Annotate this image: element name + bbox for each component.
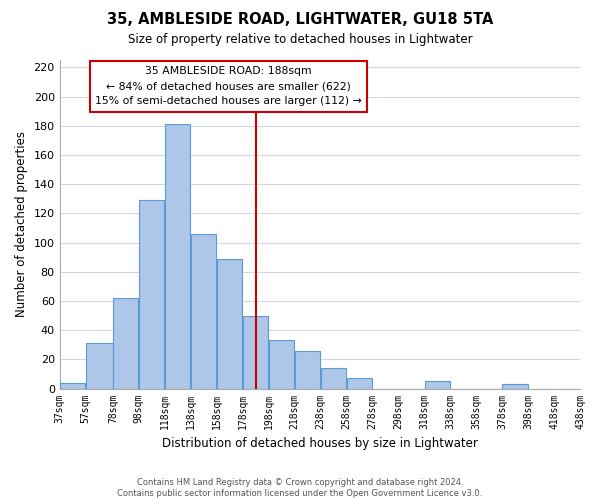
Y-axis label: Number of detached properties: Number of detached properties bbox=[15, 132, 28, 318]
Bar bbox=[60, 382, 85, 388]
Text: Size of property relative to detached houses in Lightwater: Size of property relative to detached ho… bbox=[128, 32, 472, 46]
Bar bbox=[191, 234, 217, 388]
Bar bbox=[217, 258, 242, 388]
Bar bbox=[139, 200, 164, 388]
Bar bbox=[321, 368, 346, 388]
Bar bbox=[165, 124, 190, 388]
Bar bbox=[269, 340, 294, 388]
Bar bbox=[425, 382, 450, 388]
Bar bbox=[502, 384, 528, 388]
Text: 35 AMBLESIDE ROAD: 188sqm
← 84% of detached houses are smaller (622)
15% of semi: 35 AMBLESIDE ROAD: 188sqm ← 84% of detac… bbox=[95, 66, 362, 106]
Bar bbox=[580, 384, 600, 388]
Text: 35, AMBLESIDE ROAD, LIGHTWATER, GU18 5TA: 35, AMBLESIDE ROAD, LIGHTWATER, GU18 5TA bbox=[107, 12, 493, 28]
Bar bbox=[295, 350, 320, 389]
Bar bbox=[243, 316, 268, 388]
Bar bbox=[347, 378, 372, 388]
Bar bbox=[86, 344, 113, 388]
Text: Contains HM Land Registry data © Crown copyright and database right 2024.
Contai: Contains HM Land Registry data © Crown c… bbox=[118, 478, 482, 498]
X-axis label: Distribution of detached houses by size in Lightwater: Distribution of detached houses by size … bbox=[162, 437, 478, 450]
Bar bbox=[113, 298, 139, 388]
